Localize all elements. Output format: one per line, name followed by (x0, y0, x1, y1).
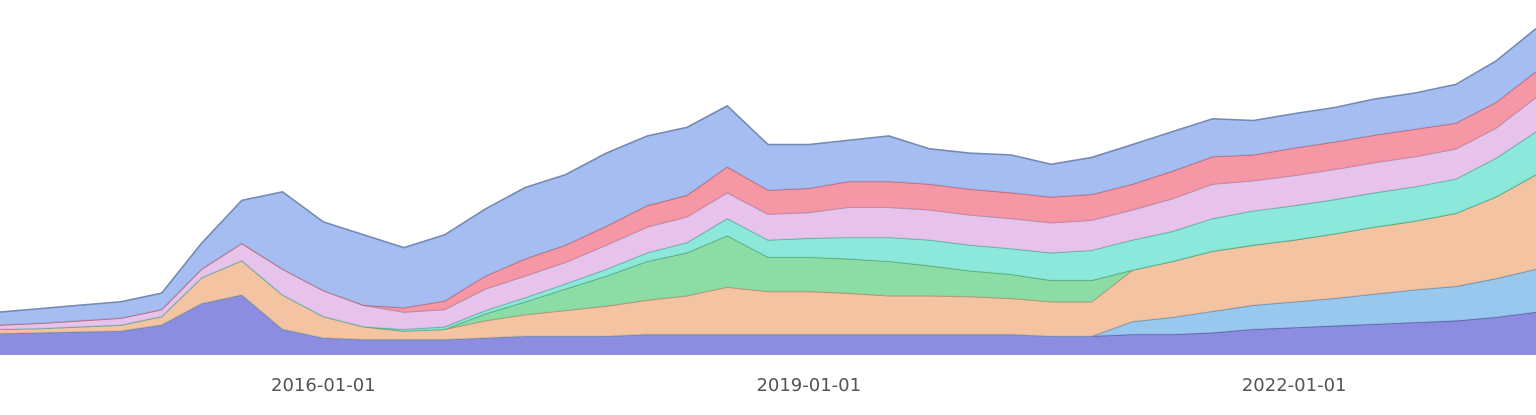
area-line (0, 27, 1536, 313)
x-tick-label: 2019-01-01 (756, 375, 861, 396)
area (0, 269, 1536, 340)
area (0, 174, 1536, 340)
area-line (0, 268, 1536, 341)
x-tick-label: 2016-01-01 (271, 375, 376, 396)
area (0, 131, 1536, 331)
area (0, 97, 1536, 330)
area (0, 28, 1536, 325)
area (0, 71, 1536, 325)
x-tick-label: 2022-01-01 (1242, 375, 1347, 396)
